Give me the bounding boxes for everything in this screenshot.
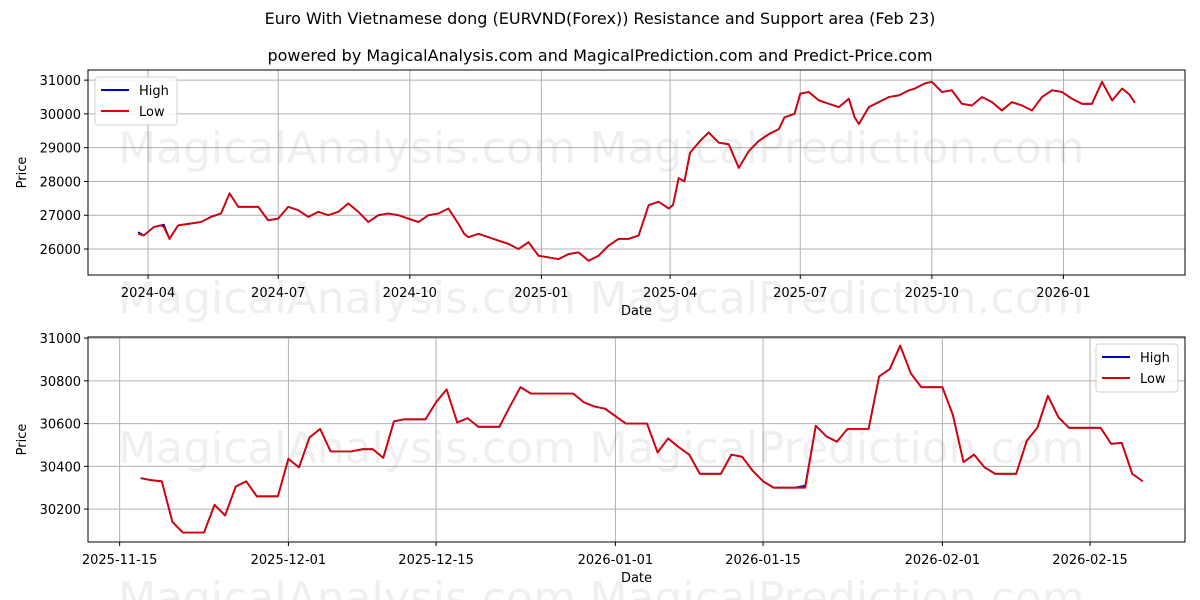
bottom-watermark: MagicalAnalysis.com MagicalAnalysis.com Ma… xyxy=(118,423,1084,600)
legend-label-high: High xyxy=(1140,351,1170,366)
top-x-axis-label: Date xyxy=(621,304,652,319)
x-tick-label: 2024-04 xyxy=(121,286,175,301)
y-tick-label: 29000 xyxy=(40,142,81,157)
y-tick-label: 30000 xyxy=(40,108,81,123)
y-tick-label: 30400 xyxy=(40,460,81,475)
x-tick-label: 2026-01 xyxy=(1036,286,1090,301)
x-tick-label: 2026-01-15 xyxy=(725,553,801,568)
y-tick-label: 27000 xyxy=(40,209,81,224)
x-tick-label: 2025-10 xyxy=(905,286,959,301)
series-low-line xyxy=(140,344,1144,534)
watermark-text: MagicalPrediction.com xyxy=(590,423,1085,474)
bottom-x-axis-label: Date xyxy=(621,571,652,586)
watermark-text: MagicalPrediction.com xyxy=(590,123,1085,174)
x-tick-label: 2026-01-01 xyxy=(578,553,654,568)
x-tick-label: 2026-02-15 xyxy=(1052,553,1128,568)
top-price-chart: MagicalAnalysis.com MagicalAnalysis.com Ma… xyxy=(15,69,1186,324)
series-low-line xyxy=(137,80,1136,262)
top-series xyxy=(137,80,1136,262)
y-tick-label: 31000 xyxy=(40,74,81,89)
legend-label-high: High xyxy=(139,84,169,99)
legend-label-low: Low xyxy=(139,105,165,120)
top-grid xyxy=(88,70,1185,275)
x-tick-label: 2024-10 xyxy=(383,286,437,301)
legend-label-low: Low xyxy=(1140,372,1166,387)
top-ticks: 26000 27000 28000 29000 30000 31000 2024-04 202… xyxy=(40,74,1091,301)
top-axes-frame xyxy=(87,69,1186,276)
x-tick-label: 2025-11-15 xyxy=(82,553,158,568)
x-tick-label: 2025-07 xyxy=(773,286,827,301)
watermark-text: MagicalAnalysis.com xyxy=(118,573,576,600)
y-tick-label: 28000 xyxy=(40,175,81,190)
x-tick-label: 2025-12-01 xyxy=(251,553,327,568)
watermark-text: MagicalAnalysis.com xyxy=(118,273,576,324)
bottom-series xyxy=(140,344,1144,534)
chart-subtitle: powered by MagicalAnalysis.com and Magic… xyxy=(267,46,933,65)
x-tick-label: 2025-04 xyxy=(643,286,697,301)
top-legend: High Low xyxy=(94,76,178,126)
watermark-text: MagicalAnalysis.com xyxy=(118,123,576,174)
watermark-text: MagicalPrediction.com xyxy=(590,573,1085,600)
bottom-ticks: 30200 30400 30600 30800 31000 2025-11-15 2025-… xyxy=(40,332,1128,568)
x-tick-label: 2026-02-01 xyxy=(905,553,981,568)
chart-title: Euro With Vietnamese dong (EURVND(Forex)… xyxy=(264,9,936,28)
bottom-y-axis-label: Price xyxy=(15,424,30,456)
y-tick-label: 30600 xyxy=(40,418,81,433)
top-y-axis-label: Price xyxy=(15,157,30,189)
bottom-legend: High Low xyxy=(1095,343,1179,393)
watermark-text: MagicalAnalysis.com xyxy=(118,423,576,474)
y-tick-label: 31000 xyxy=(40,332,81,347)
watermark-text: MagicalPrediction.com xyxy=(590,273,1085,324)
bottom-price-chart: MagicalAnalysis.com MagicalAnalysis.com Ma… xyxy=(15,332,1186,600)
x-tick-label: 2025-12-15 xyxy=(398,553,474,568)
top-watermark: MagicalAnalysis.com MagicalAnalysis.com Ma… xyxy=(118,123,1084,324)
y-tick-label: 26000 xyxy=(40,243,81,258)
y-tick-label: 30200 xyxy=(40,503,81,518)
x-tick-label: 2025-01 xyxy=(514,286,568,301)
x-tick-label: 2024-07 xyxy=(251,286,305,301)
y-tick-label: 30800 xyxy=(40,375,81,390)
bottom-axes-frame xyxy=(87,336,1186,543)
